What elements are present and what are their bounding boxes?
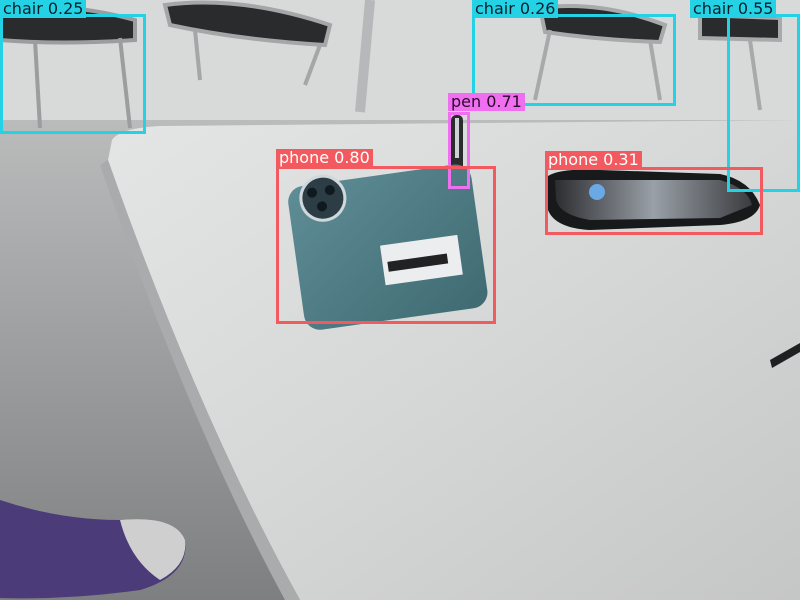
pen-clip (455, 118, 459, 158)
phone-detection-label-2: phone 0.31 (545, 151, 642, 169)
pen-right (770, 343, 800, 368)
pen-detection-label: pen 0.71 (448, 93, 525, 111)
phone-detection-box-2 (545, 167, 763, 235)
shoe-toe (120, 519, 186, 580)
chair-shape-4 (698, 12, 782, 111)
table-top (108, 120, 800, 600)
chair-detection-box-3 (727, 14, 800, 192)
phone-detection-box-1 (276, 166, 496, 324)
phone-shape-2 (548, 169, 760, 230)
chair-detection-label-1: chair 0.25 (0, 0, 87, 18)
table-edge (100, 160, 300, 600)
pen-detection-box (448, 112, 470, 189)
chair-detection-label-3: chair 0.55 (690, 0, 777, 18)
chair-detection-label-2: chair 0.26 (472, 0, 559, 18)
chair-shape-2 (162, 0, 333, 86)
phone-detection-label-1: phone 0.80 (276, 149, 373, 167)
phone-shape-1 (288, 164, 488, 330)
chair-detection-box-2 (472, 14, 676, 106)
chair-detection-box-1 (0, 14, 146, 134)
table-leg-back (355, 0, 375, 113)
